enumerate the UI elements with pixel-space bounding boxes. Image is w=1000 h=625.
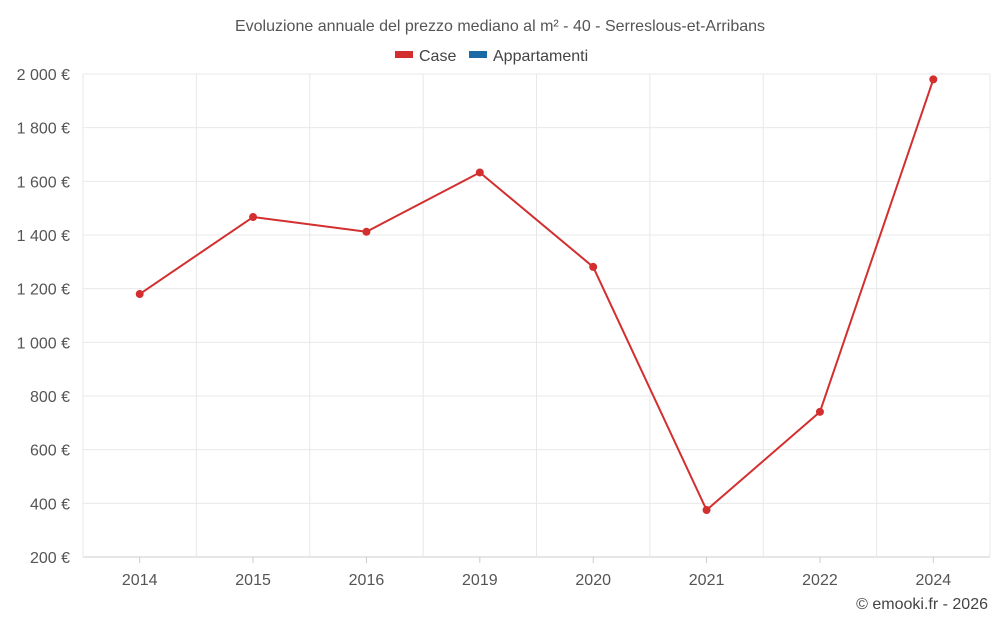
- legend-label-appartamenti: Appartamenti: [493, 48, 588, 65]
- data-point-case-2024[interactable]: [929, 75, 938, 84]
- data-point-case-2014[interactable]: [135, 290, 144, 299]
- data-point-case-2022[interactable]: [815, 407, 824, 416]
- y-tick-label: 1 000 €: [17, 335, 70, 352]
- y-tick-label: 400 €: [30, 496, 70, 513]
- data-point-case-2021[interactable]: [702, 506, 711, 515]
- y-tick-label: 1 600 €: [17, 174, 70, 191]
- data-point-case-2015[interactable]: [249, 213, 258, 222]
- data-point-case-2019[interactable]: [475, 168, 484, 177]
- y-tick-label: 800 €: [30, 389, 70, 406]
- y-tick-label: 200 €: [30, 550, 70, 567]
- x-tick-label: 2020: [575, 572, 611, 589]
- x-tick-label: 2021: [689, 572, 725, 589]
- x-tick-label: 2014: [122, 572, 158, 589]
- data-point-case-2020[interactable]: [589, 262, 598, 271]
- x-tick-label: 2016: [349, 572, 385, 589]
- y-tick-label: 2 000 €: [17, 67, 70, 84]
- credit-text: © emooki.fr - 2026: [856, 596, 988, 613]
- x-axis-ticks: 2014 2015 2016 2019 2020 2021 2022 2024: [122, 557, 951, 589]
- y-tick-label: 600 €: [30, 443, 70, 460]
- data-point-case-2016[interactable]: [362, 227, 371, 236]
- y-axis-ticks: 200 € 400 € 600 € 800 € 1 000 € 1 200 € 1 400 …: [17, 67, 70, 567]
- x-gridlines: [82, 74, 991, 557]
- y-tick-label: 1 200 €: [17, 282, 70, 299]
- legend-swatch-appartamenti: [469, 51, 487, 58]
- x-tick-label: 2015: [235, 572, 271, 589]
- legend: Case Appartamenti: [395, 48, 588, 65]
- series-layer: [135, 75, 938, 515]
- legend-item-case[interactable]: Case: [395, 48, 456, 65]
- y-tick-label: 1 800 €: [17, 121, 70, 138]
- y-tick-label: 1 400 €: [17, 228, 70, 245]
- x-tick-label: 2024: [916, 572, 952, 589]
- legend-item-appartamenti[interactable]: Appartamenti: [469, 48, 588, 65]
- series-line-case: [139, 79, 935, 512]
- chart-title: Evoluzione annuale del prezzo mediano al…: [235, 18, 765, 35]
- x-tick-label: 2022: [802, 572, 838, 589]
- x-tick-label: 2019: [462, 572, 498, 589]
- legend-swatch-case: [395, 51, 413, 58]
- legend-label-case: Case: [419, 48, 456, 65]
